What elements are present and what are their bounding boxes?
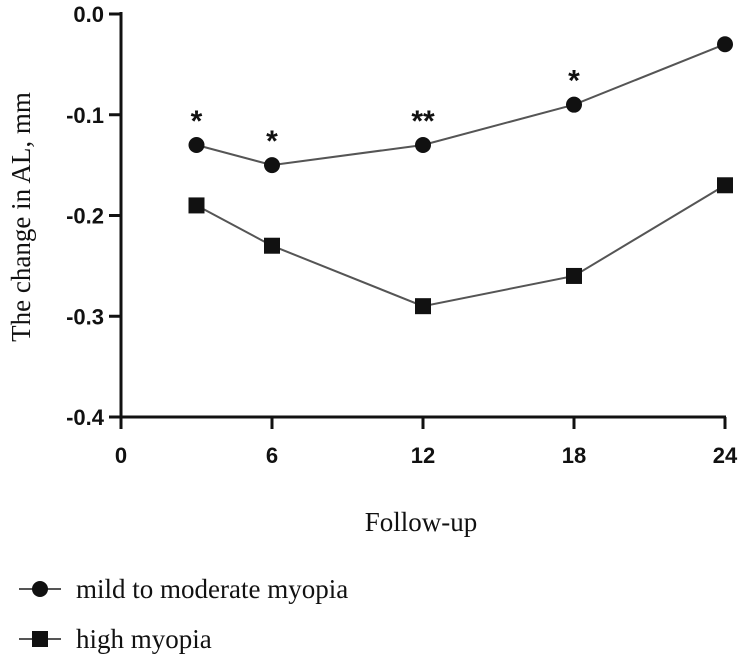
significance-marker: * (568, 65, 580, 98)
x-tick-label: 18 (562, 443, 586, 468)
axes (119, 12, 726, 419)
y-tick-label: 0.0 (73, 2, 104, 27)
x-tick-label: 0 (115, 443, 127, 468)
legend-item: mild to moderate myopia (19, 574, 348, 604)
legend-label: mild to moderate myopia (76, 574, 348, 604)
significance-marker: * (266, 125, 278, 158)
legend-label: high myopia (76, 624, 212, 654)
x-ticks: 0 6 12 18 24 (115, 417, 738, 468)
data-point (188, 136, 205, 153)
data-point (415, 136, 431, 153)
y-tick-label: -0.4 (66, 405, 105, 430)
x-tick-label: 12 (411, 443, 435, 468)
series-high-myopia (188, 177, 733, 315)
data-point (415, 298, 431, 315)
annotations: ***** (191, 65, 581, 158)
y-tick-label: -0.3 (66, 304, 104, 329)
y-axis-title: The change in AL, mm (6, 92, 36, 342)
data-point (717, 36, 733, 53)
x-tick-label: 24 (713, 443, 738, 468)
y-ticks: 0.0 -0.1 -0.2 -0.3 -0.4 (66, 2, 121, 430)
data-point (717, 177, 733, 194)
legend-marker (32, 581, 48, 597)
data-point (264, 237, 280, 254)
data-point (188, 197, 205, 214)
significance-marker: ** (411, 105, 435, 138)
legend: mild to moderate myopia high myopia (19, 574, 348, 654)
data-point (264, 157, 280, 174)
series-layer (188, 36, 733, 315)
x-tick-label: 6 (266, 443, 278, 468)
x-axis-title: Follow-up (365, 507, 478, 537)
data-point (566, 267, 582, 284)
significance-marker: * (191, 105, 203, 138)
y-tick-label: -0.2 (66, 204, 104, 229)
legend-marker (32, 631, 48, 647)
data-point (566, 96, 582, 113)
series-mild-to-moderate-myopia (188, 36, 733, 174)
legend-item: high myopia (19, 624, 212, 654)
y-tick-label: -0.1 (66, 103, 104, 128)
